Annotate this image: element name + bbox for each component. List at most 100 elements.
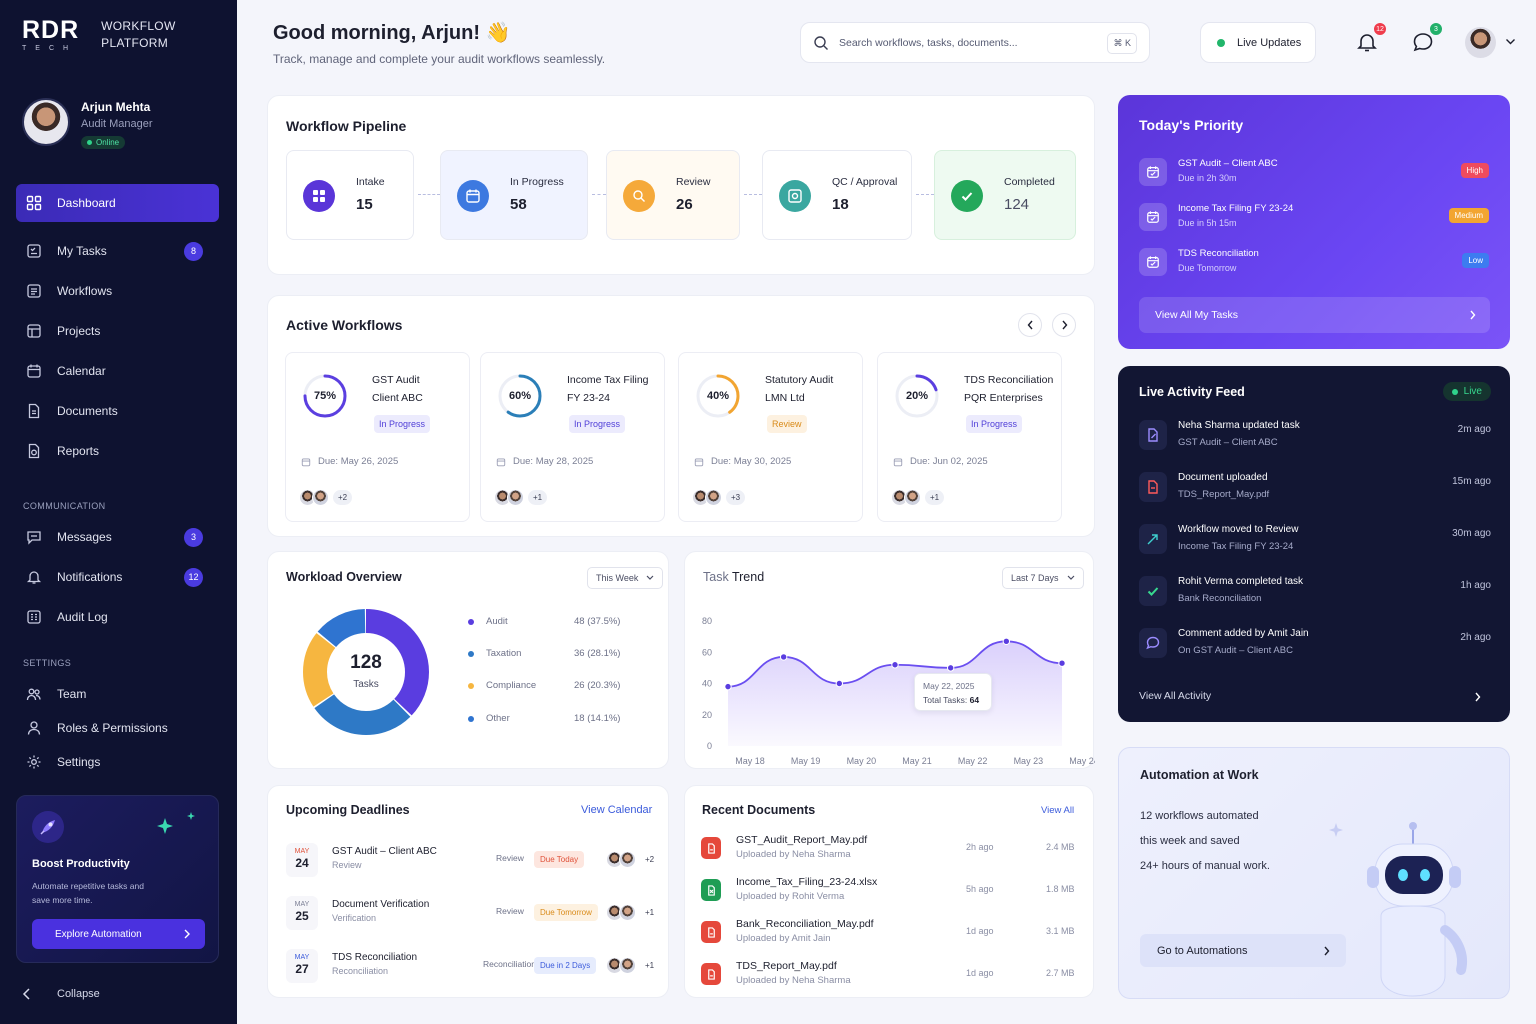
sidebar-item-team[interactable]: Team — [16, 675, 219, 713]
stage-qc-approval[interactable]: QC / Approval 18 — [762, 150, 912, 240]
sidebar-item-my-tasks[interactable]: My Tasks 8 — [16, 232, 219, 270]
document-row[interactable]: Income_Tax_Filing_23-24.xlsx Uploaded by… — [701, 874, 1076, 910]
trend-point[interactable] — [946, 664, 955, 672]
legend-label: Taxation — [486, 648, 522, 659]
activity-item[interactable]: Comment added by Amit Jain On GST Audit … — [1139, 626, 1491, 668]
user-avatar-button[interactable] — [1465, 27, 1496, 58]
activity-item[interactable]: Neha Sharma updated task GST Audit – Cli… — [1139, 418, 1491, 460]
chevron-down-icon[interactable] — [1505, 38, 1516, 46]
sidebar-item-documents[interactable]: Documents — [16, 392, 219, 430]
chevron-right-icon — [184, 929, 190, 939]
next-button[interactable] — [1052, 313, 1076, 337]
due-date: Due: May 30, 2025 — [711, 456, 792, 467]
legend-item: Taxation — [468, 648, 521, 659]
more-assignees: +1 — [645, 908, 655, 917]
document-row[interactable]: Bank_Reconciliation_May.pdf Uploaded by … — [701, 916, 1076, 952]
user-profile[interactable]: Arjun Mehta Audit Manager Online — [22, 98, 153, 150]
view-all-activity-link[interactable]: View All Activity — [1139, 690, 1211, 702]
trend-point[interactable] — [1058, 659, 1066, 667]
legend-label: Other — [486, 713, 510, 724]
document-row[interactable]: GST_Audit_Report_May.pdf Uploaded by Neh… — [701, 832, 1076, 868]
messages-button[interactable]: 3 — [1411, 22, 1443, 54]
sidebar-item-settings[interactable]: Settings — [16, 743, 219, 781]
online-dot-icon — [87, 140, 92, 145]
trend-point[interactable] — [779, 653, 788, 661]
collapse-sidebar-button[interactable]: Collapse — [22, 988, 100, 1000]
date-box: MAY 25 — [286, 896, 318, 930]
range-filter-dropdown[interactable]: Last 7 Days — [1002, 567, 1084, 589]
priority-item[interactable]: GST Audit – Client ABC Due in 2h 30m Hig… — [1139, 155, 1489, 191]
priority-item[interactable]: Income Tax Filing FY 23-24 Due in 5h 15m… — [1139, 200, 1489, 236]
robot-illustration-icon — [1367, 822, 1467, 997]
stage-review[interactable]: Review 26 — [606, 150, 740, 240]
view-all-my-tasks-button[interactable]: View All My Tasks — [1139, 297, 1490, 333]
explore-automation-button[interactable]: Explore Automation — [32, 919, 205, 949]
stage-completed[interactable]: Completed 124 — [934, 150, 1076, 240]
avatar — [619, 851, 636, 868]
search-shortcut: ⌘ K — [1107, 33, 1137, 54]
chevron-right-icon — [1470, 310, 1476, 320]
workflow-card[interactable]: 75% GST Audit Client ABC In Progress Due:… — [285, 352, 470, 522]
sidebar-item-workflows[interactable]: Workflows — [16, 272, 219, 310]
brand-logo[interactable]: RDR TECH WORKFLOW PLATFORM — [22, 16, 176, 52]
workflow-card[interactable]: 40% Statutory Audit LMN Ltd Review Due: M… — [678, 352, 863, 522]
activity-item[interactable]: Rohit Verma completed task Bank Reconcil… — [1139, 574, 1491, 616]
trend-point[interactable] — [724, 682, 732, 691]
priority-item[interactable]: TDS Reconciliation Due Tomorrow Low — [1139, 245, 1489, 281]
sidebar-item-messages[interactable]: Messages 3 — [16, 518, 219, 556]
activity-item[interactable]: Document uploaded TDS_Report_May.pdf 15m… — [1139, 470, 1491, 512]
workflow-card[interactable]: 20% TDS Reconciliation PQR Enterprises In… — [877, 352, 1062, 522]
y-tick-label: 0 — [707, 741, 712, 751]
date-day: 25 — [295, 909, 309, 923]
chevron-right-icon[interactable] — [1474, 692, 1481, 702]
task-trend-title: Task Trend — [703, 570, 764, 584]
stage-intake[interactable]: Intake 15 — [286, 150, 414, 240]
deadline-category: Reconciliation — [483, 959, 536, 969]
sidebar-item-calendar[interactable]: Calendar — [16, 352, 219, 390]
sidebar-item-projects[interactable]: Projects — [16, 312, 219, 350]
week-filter-dropdown[interactable]: This Week — [587, 567, 664, 589]
sidebar-item-reports[interactable]: Reports — [16, 432, 219, 470]
date-month: MAY — [294, 848, 310, 855]
activity-item[interactable]: Workflow moved to Review Income Tax Fili… — [1139, 522, 1491, 564]
sidebar-item-roles-permissions[interactable]: Roles & Permissions — [16, 709, 219, 747]
deadline-row[interactable]: MAY 24 GST Audit – Client ABC Review Revi… — [286, 841, 654, 881]
stage-in-progress[interactable]: In Progress 58 — [440, 150, 588, 240]
search-icon — [814, 35, 828, 50]
previous-button[interactable] — [1018, 313, 1042, 337]
activity-time: 30m ago — [1452, 528, 1491, 539]
edit-document-icon — [1139, 420, 1167, 450]
deadline-row[interactable]: MAY 27 TDS Reconciliation Reconciliation … — [286, 947, 654, 987]
deadline-row[interactable]: MAY 25 Document Verification Verification… — [286, 894, 654, 934]
trend-point[interactable] — [1002, 637, 1011, 646]
legend-item: Audit — [468, 616, 508, 627]
trend-point[interactable] — [835, 679, 844, 688]
trend-point[interactable] — [891, 661, 899, 669]
projects-icon — [27, 324, 41, 338]
go-to-automations-button[interactable]: Go to Automations — [1140, 934, 1346, 967]
tooltip-label: Total Tasks: — [923, 695, 968, 705]
search-input[interactable] — [839, 36, 1099, 49]
chevron-down-icon — [646, 575, 654, 580]
view-calendar-link[interactable]: View Calendar — [581, 804, 653, 816]
more-assignees: +1 — [925, 490, 945, 505]
workflow-card[interactable]: 60% Income Tax Filing FY 23-24 In Progres… — [480, 352, 665, 522]
task-calendar-icon — [1139, 203, 1167, 231]
sidebar-item-label: Roles & Permissions — [57, 721, 168, 735]
view-all-documents-link[interactable]: View All — [1041, 805, 1075, 816]
live-updates-toggle[interactable]: Live Updates — [1200, 22, 1316, 63]
activity-subtitle: On GST Audit – Client ABC — [1178, 645, 1293, 656]
due-badge: Due Tomorrow — [534, 904, 598, 921]
automation-text-line-2: this week and saved — [1140, 835, 1240, 847]
due-badge: Due in 2 Days — [534, 957, 597, 974]
search-bar[interactable]: ⌘ K — [800, 22, 1150, 63]
progress-percent: 60% — [508, 390, 532, 402]
sidebar-item-notifications[interactable]: Notifications 12 — [16, 558, 219, 596]
sidebar-item-dashboard[interactable]: Dashboard — [16, 184, 219, 222]
sidebar-item-audit-log[interactable]: Audit Log — [16, 598, 219, 636]
document-row[interactable]: TDS_Report_May.pdf Uploaded by Neha Shar… — [701, 958, 1076, 994]
priority-badge: Medium — [1448, 208, 1489, 223]
avatar — [312, 489, 329, 506]
notifications-button[interactable]: 12 — [1355, 22, 1387, 54]
todays-priority-card: Today's Priority GST Audit – Client ABC … — [1118, 95, 1510, 349]
